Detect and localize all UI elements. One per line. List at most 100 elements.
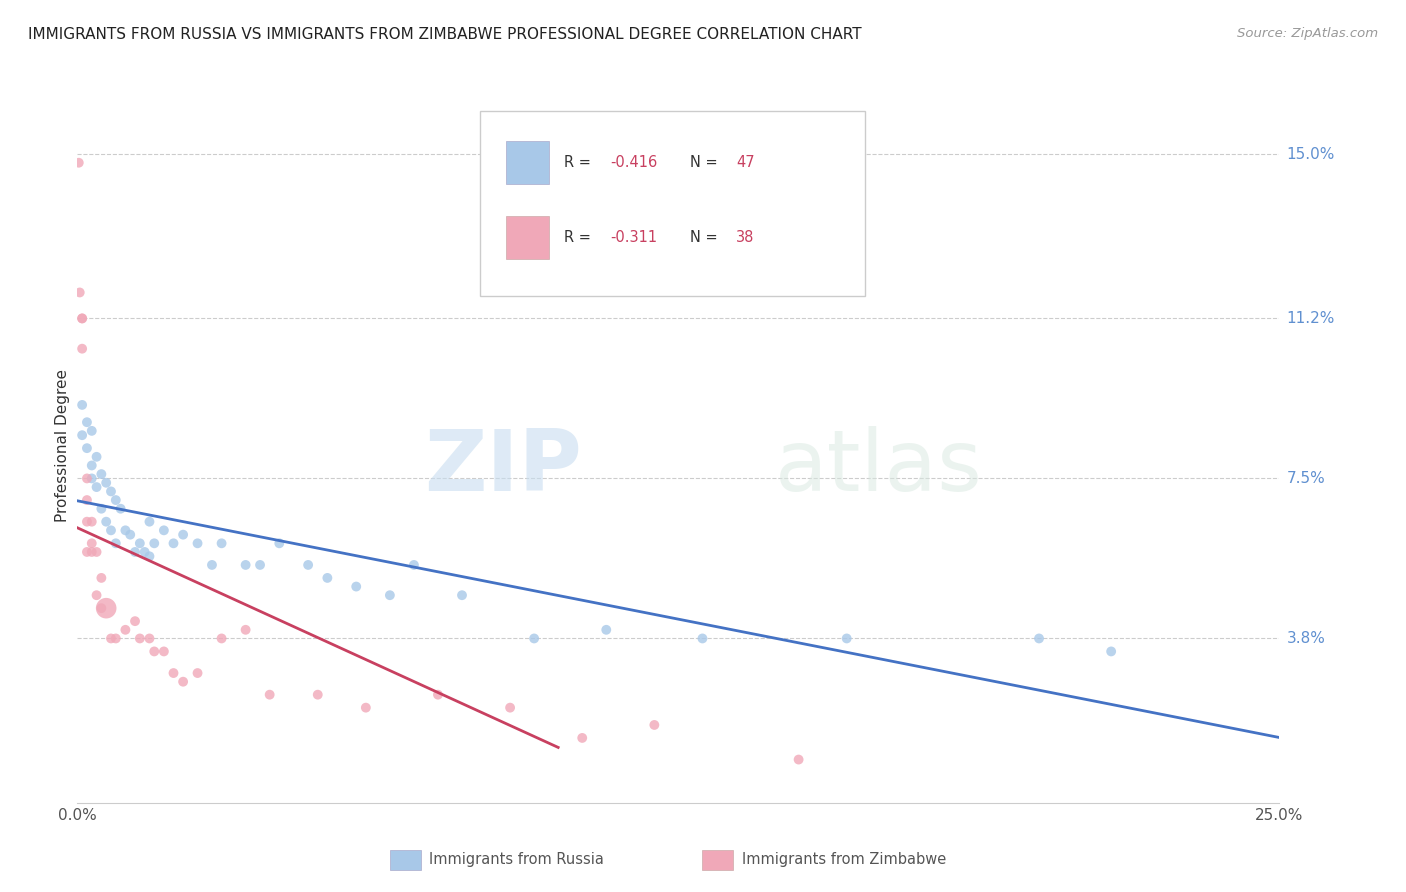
Text: atlas: atlas	[775, 425, 983, 509]
Point	[90, 571, 112, 585]
Y-axis label: Professional Degree: Professional Degree	[55, 369, 70, 523]
FancyBboxPatch shape	[479, 111, 865, 296]
Point	[100, 524, 122, 538]
Point	[162, 666, 184, 681]
Point	[134, 545, 156, 559]
Point	[307, 688, 329, 702]
Point	[211, 632, 233, 646]
Point	[70, 311, 93, 326]
Point	[86, 588, 108, 602]
Text: IMMIGRANTS FROM RUSSIA VS IMMIGRANTS FROM ZIMBABWE PROFESSIONAL DEGREE CORRELATI: IMMIGRANTS FROM RUSSIA VS IMMIGRANTS FRO…	[28, 27, 862, 42]
Point	[595, 623, 617, 637]
Text: Source: ZipAtlas.com: Source: ZipAtlas.com	[1237, 27, 1378, 40]
Point	[76, 471, 98, 485]
Point	[235, 623, 257, 637]
Text: R =: R =	[564, 230, 596, 245]
Point	[153, 644, 176, 658]
Point	[162, 536, 184, 550]
Point	[1099, 644, 1122, 658]
Point	[86, 450, 108, 464]
Point	[76, 415, 98, 429]
Point	[1028, 632, 1050, 646]
Point	[80, 545, 103, 559]
Point	[80, 424, 103, 438]
Point	[100, 632, 122, 646]
Text: 11.2%: 11.2%	[1286, 311, 1334, 326]
Point	[201, 558, 224, 572]
Point	[249, 558, 271, 572]
Point	[70, 428, 93, 442]
Point	[110, 501, 132, 516]
Text: 38: 38	[737, 230, 755, 245]
FancyBboxPatch shape	[506, 141, 548, 184]
Point	[402, 558, 425, 572]
Text: ZIP: ZIP	[425, 425, 582, 509]
Point	[143, 536, 166, 550]
Point	[692, 632, 714, 646]
Point	[70, 398, 93, 412]
Point	[643, 718, 665, 732]
Point	[787, 753, 810, 767]
Text: 15.0%: 15.0%	[1286, 146, 1334, 161]
Point	[80, 536, 103, 550]
Point	[80, 458, 103, 473]
Point	[571, 731, 593, 745]
Text: 7.5%: 7.5%	[1286, 471, 1326, 486]
Text: N =: N =	[690, 230, 723, 245]
Point	[523, 632, 546, 646]
Point	[186, 536, 209, 550]
Point	[451, 588, 474, 602]
Point	[76, 441, 98, 455]
Point	[259, 688, 281, 702]
Text: N =: N =	[690, 155, 723, 170]
Text: Immigrants from Zimbabwe: Immigrants from Zimbabwe	[742, 853, 946, 867]
Point	[354, 700, 377, 714]
Point	[104, 632, 127, 646]
Point	[138, 632, 160, 646]
Point	[344, 580, 367, 594]
Point	[124, 545, 146, 559]
Point	[76, 545, 98, 559]
Point	[86, 545, 108, 559]
Point	[114, 524, 136, 538]
Point	[138, 549, 160, 564]
Point	[80, 471, 103, 485]
Point	[378, 588, 401, 602]
Point	[76, 493, 98, 508]
Point	[143, 644, 166, 658]
Point	[269, 536, 291, 550]
Point	[211, 536, 233, 550]
Point	[120, 527, 142, 541]
Text: R =: R =	[564, 155, 596, 170]
Point	[138, 515, 160, 529]
Text: -0.311: -0.311	[610, 230, 657, 245]
Point	[499, 700, 522, 714]
Point	[235, 558, 257, 572]
Point	[70, 311, 93, 326]
Point	[153, 524, 176, 538]
Text: 3.8%: 3.8%	[1286, 631, 1326, 646]
Point	[104, 536, 127, 550]
Point	[76, 515, 98, 529]
Text: Immigrants from Russia: Immigrants from Russia	[429, 853, 605, 867]
Point	[124, 614, 146, 628]
Point	[90, 467, 112, 482]
Point	[90, 501, 112, 516]
Point	[104, 493, 127, 508]
Point	[67, 155, 90, 169]
Text: 47: 47	[737, 155, 755, 170]
Point	[427, 688, 450, 702]
Point	[128, 536, 150, 550]
Point	[70, 342, 93, 356]
FancyBboxPatch shape	[506, 216, 548, 259]
Point	[316, 571, 339, 585]
Point	[835, 632, 858, 646]
Point	[96, 475, 118, 490]
Point	[86, 480, 108, 494]
Point	[100, 484, 122, 499]
Point	[69, 285, 91, 300]
Text: -0.416: -0.416	[610, 155, 657, 170]
Point	[172, 674, 194, 689]
Point	[114, 623, 136, 637]
Point	[80, 515, 103, 529]
